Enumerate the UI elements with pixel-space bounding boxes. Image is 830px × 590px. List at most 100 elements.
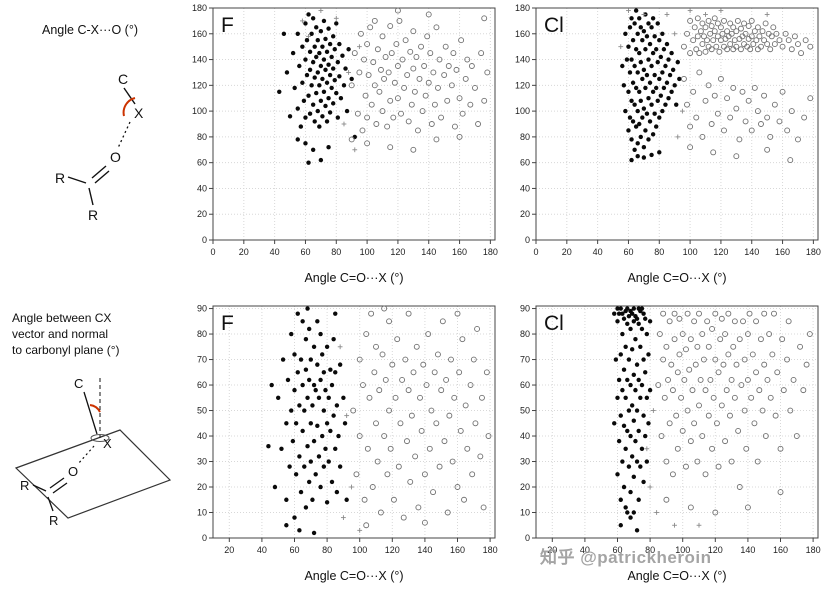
gridlines [213, 306, 495, 539]
diagram-canvas: Angle C-X···O (°) C X O R R [42, 23, 144, 223]
axis-ticks: 0 20 40 60 80 100 120 140 160 180 0 20 40 60 80 100 120 1… [192, 3, 498, 257]
y-tick-label: 140 [192, 55, 207, 65]
x-tick-label: 120 [713, 247, 728, 257]
y-tick-label: 50 [520, 406, 530, 416]
x-tick-label: 180 [483, 247, 498, 257]
x-tick-label: 120 [390, 247, 405, 257]
scatter-plot-top-f: 0 20 40 60 80 100 120 140 160 180 0 20 40 60 80 100 120 1… [183, 0, 505, 290]
atom-label-r1: R [55, 170, 65, 186]
y-tick-label: 50 [197, 406, 207, 416]
panel-label: F [221, 14, 234, 37]
x-axis-title: Angle C=O···X (°) [304, 271, 403, 285]
y-tick-label: 100 [192, 106, 207, 116]
atom-label-o: O [68, 464, 78, 479]
x-tick-label: 160 [452, 247, 467, 257]
y-tick-label: 80 [520, 329, 530, 339]
y-tick-label: 60 [197, 158, 207, 168]
bond-cx [123, 87, 136, 105]
diagram-caption-line1: Angle between CX [12, 311, 111, 325]
axis-ticks: 20 40 60 80 100 120 140 160 180 0 10 20 30 40 50 60 70 80… [520, 304, 821, 555]
diagram-caption-line2: vector and normal [12, 327, 108, 341]
atom-label-c: C [118, 71, 128, 87]
x-axis-title: Angle C=O···X (°) [627, 271, 726, 285]
watermark: 知乎 @patrickheroin [540, 548, 712, 567]
series-plus-markers [644, 408, 702, 528]
atom-label-c: C [74, 376, 83, 391]
x-tick-label: 20 [562, 247, 572, 257]
y-tick-label: 10 [197, 508, 207, 518]
atom-label-r2: R [88, 207, 98, 223]
y-tick-label: 140 [515, 55, 530, 65]
y-tick-label: 40 [197, 431, 207, 441]
carbonyl-double-bond-line1 [49, 477, 65, 489]
carbonyl-plane [14, 429, 172, 519]
cx-vector-line [83, 391, 98, 435]
series-plus-markers [337, 344, 363, 533]
y-tick-label: 80 [520, 132, 530, 142]
x-tick-label: 40 [580, 545, 590, 555]
diagram-canvas: Angle between CX vector and normal to ca… [12, 311, 172, 528]
bond-c-r2 [88, 187, 94, 206]
bond-c-r1 [67, 176, 87, 184]
halogen-bond-dotted [117, 121, 131, 149]
y-tick-label: 60 [520, 380, 530, 390]
x-tick-label: 20 [224, 545, 234, 555]
x-tick-label: 140 [421, 247, 436, 257]
x-tick-label: 140 [744, 247, 759, 257]
chart-canvas: 20 40 60 80 100 120 140 160 180 0 10 20 30 40 50 60 70 80… [520, 304, 821, 583]
x-tick-label: 60 [289, 545, 299, 555]
x-tick-label: 0 [533, 247, 538, 257]
y-tick-label: 0 [525, 235, 530, 245]
y-tick-label: 20 [197, 209, 207, 219]
x-tick-label: 0 [210, 247, 215, 257]
axis-ticks: 20 40 60 80 100 120 140 160 180 0 10 20 30 40 50 60 70 80… [197, 304, 498, 555]
series-filled-points [620, 8, 682, 163]
gridlines [535, 7, 818, 241]
series-filled-points [266, 306, 349, 536]
x-tick-label: 100 [352, 545, 367, 555]
diagram-angle-cxo: Angle C-X···O (°) C X O R R [0, 0, 180, 297]
series-open-points [350, 305, 492, 529]
x-tick-label: 100 [675, 545, 690, 555]
diagram-caption: Angle C-X···O (°) [42, 23, 138, 37]
x-tick-label: 160 [450, 545, 465, 555]
y-tick-label: 40 [520, 183, 530, 193]
x-tick-label: 80 [645, 545, 655, 555]
x-tick-label: 40 [593, 247, 603, 257]
x-tick-label: 180 [483, 545, 498, 555]
series-plus-markers [618, 8, 770, 140]
y-tick-label: 60 [197, 380, 207, 390]
angle-arc [89, 404, 101, 413]
panel-label: Cl [544, 14, 564, 37]
y-tick-label: 60 [520, 158, 530, 168]
y-tick-label: 20 [197, 482, 207, 492]
x-tick-label: 80 [331, 247, 341, 257]
x-tick-label: 180 [806, 247, 821, 257]
plot-border [535, 7, 819, 241]
carbonyl-double-bond-line2 [94, 170, 110, 184]
x-tick-label: 40 [257, 545, 267, 555]
x-tick-label: 120 [708, 545, 723, 555]
y-tick-label: 40 [520, 431, 530, 441]
carbonyl-double-bond-line1 [91, 165, 107, 179]
x-tick-label: 100 [683, 247, 698, 257]
gridlines [212, 7, 495, 241]
scatter-plot-bottom-f: 20 40 60 80 100 120 140 160 180 0 10 20 30 40 50 60 70 80… [183, 298, 505, 588]
series-filled-points [612, 306, 653, 533]
x-tick-label: 20 [239, 247, 249, 257]
chart-canvas: 0 20 40 60 80 100 120 140 160 180 0 20 40 60 80 100 120 1… [192, 3, 498, 285]
x-tick-label: 100 [360, 247, 375, 257]
series-filled-points [277, 12, 357, 165]
x-tick-label: 80 [322, 545, 332, 555]
atom-label-r1: R [20, 478, 29, 493]
plot-border [212, 305, 496, 539]
y-tick-label: 180 [515, 3, 530, 13]
y-tick-label: 160 [515, 29, 530, 39]
panel-label: Cl [544, 312, 564, 335]
y-tick-label: 10 [520, 508, 530, 518]
x-tick-label: 60 [612, 545, 622, 555]
y-tick-label: 30 [520, 457, 530, 467]
atom-label-x: X [103, 436, 112, 451]
carbonyl-double-bond-line2 [52, 482, 68, 494]
x-tick-label: 20 [547, 545, 557, 555]
